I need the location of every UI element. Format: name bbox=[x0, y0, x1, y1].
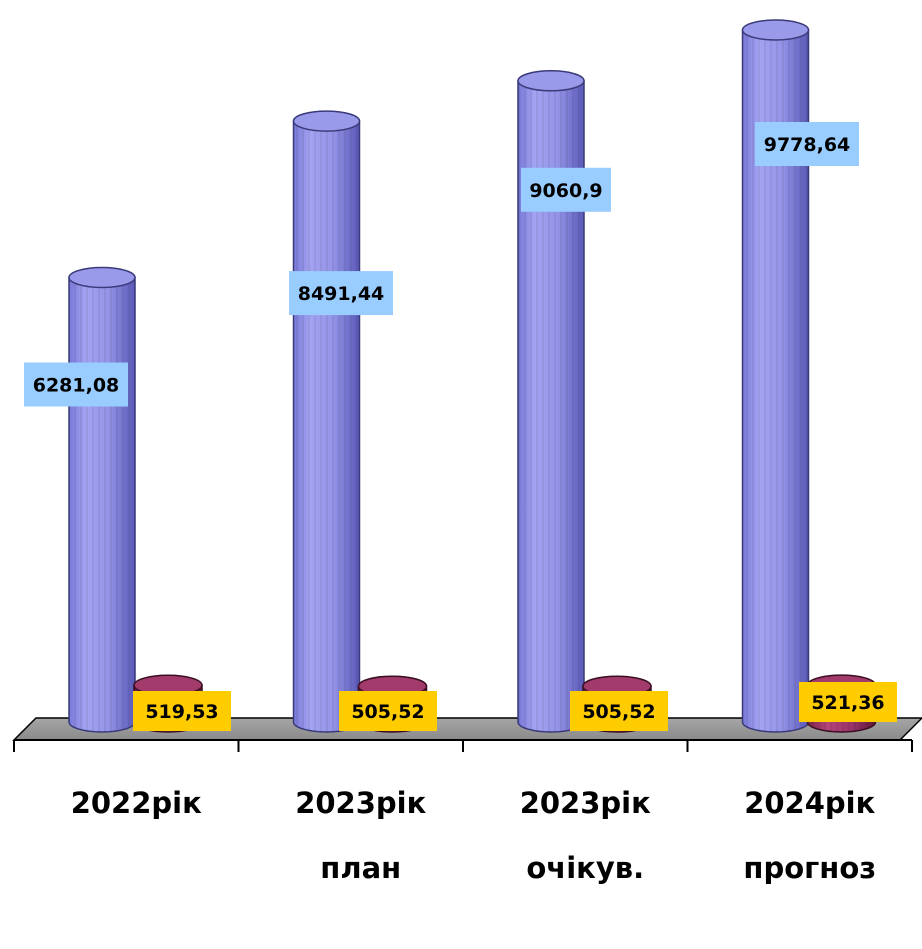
category-label: 2022рік bbox=[71, 786, 202, 820]
category-label: 2024рік bbox=[744, 786, 875, 820]
category-label: очікув. bbox=[526, 851, 644, 885]
category-label: 2023рік bbox=[295, 786, 426, 820]
data-label: 8491,44 bbox=[289, 271, 393, 316]
data-label-text: 505,52 bbox=[351, 701, 424, 723]
data-label: 521,36 bbox=[799, 682, 897, 722]
data-label-text: 9060,9 bbox=[529, 180, 602, 202]
category-label: план bbox=[320, 851, 401, 885]
category-label: прогноз bbox=[743, 851, 876, 885]
data-label: 9060,9 bbox=[521, 167, 611, 212]
data-label: 6281,08 bbox=[24, 362, 128, 407]
data-label-text: 9778,64 bbox=[764, 134, 851, 156]
data-label: 505,52 bbox=[339, 691, 437, 731]
data-label: 9778,64 bbox=[755, 122, 859, 166]
bar-cylinder-s0-c0 bbox=[68, 266, 136, 733]
data-label-text: 521,36 bbox=[811, 692, 884, 714]
data-label-text: 519,53 bbox=[145, 701, 218, 723]
data-label: 519,53 bbox=[133, 691, 231, 731]
data-label-text: 505,52 bbox=[582, 701, 655, 723]
data-label: 505,52 bbox=[570, 691, 668, 731]
category-label: 2023рік bbox=[520, 786, 651, 820]
bar-cylinder-s0-c3 bbox=[741, 19, 810, 733]
bar-cylinder-s0-c2 bbox=[517, 70, 585, 733]
data-label-text: 6281,08 bbox=[33, 375, 120, 397]
data-label-text: 8491,44 bbox=[298, 283, 385, 305]
bar-cylinder-s0-c1 bbox=[292, 110, 361, 733]
